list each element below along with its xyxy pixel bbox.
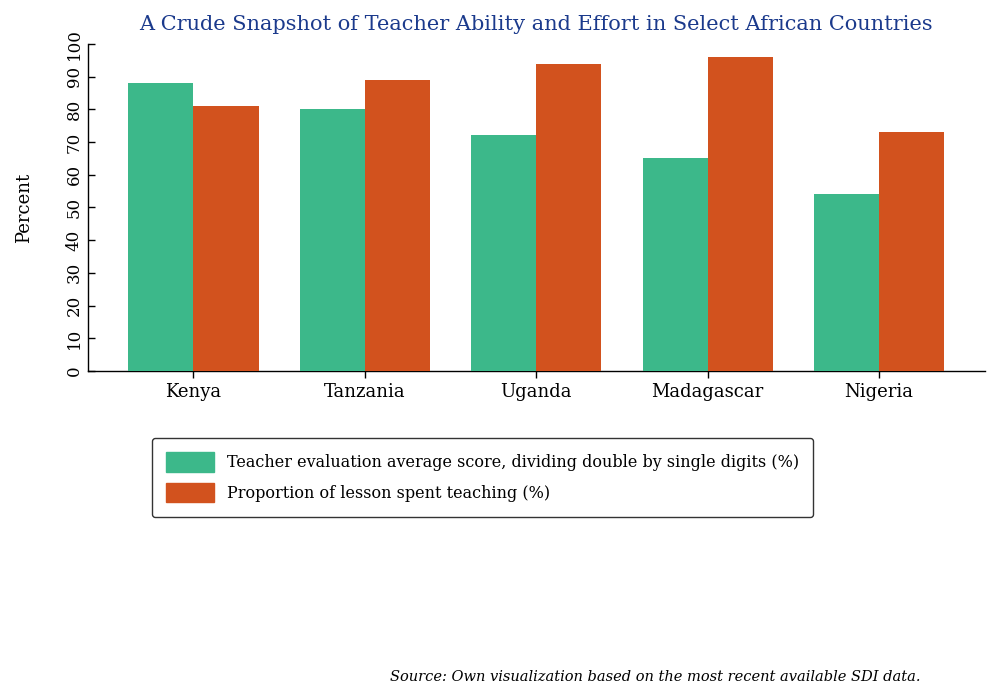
Bar (643, 158, 708, 371)
Bar (365, 80, 430, 371)
Bar (879, 133, 944, 371)
Bar (300, 110, 365, 371)
Text: Source: Own visualization based on the most recent available SDI data.: Source: Own visualization based on the m… (390, 670, 920, 684)
Bar (128, 83, 193, 371)
Bar (471, 135, 536, 371)
Y-axis label: Percent: Percent (15, 172, 33, 243)
Bar (708, 57, 773, 371)
Legend: Teacher evaluation average score, dividing double by single digits (%), Proporti: Teacher evaluation average score, dividi… (152, 438, 813, 517)
Bar (814, 194, 879, 371)
Title: A Crude Snapshot of Teacher Ability and Effort in Select African Countries: A Crude Snapshot of Teacher Ability and … (139, 15, 933, 34)
Bar (536, 64, 601, 371)
Bar (193, 106, 259, 371)
